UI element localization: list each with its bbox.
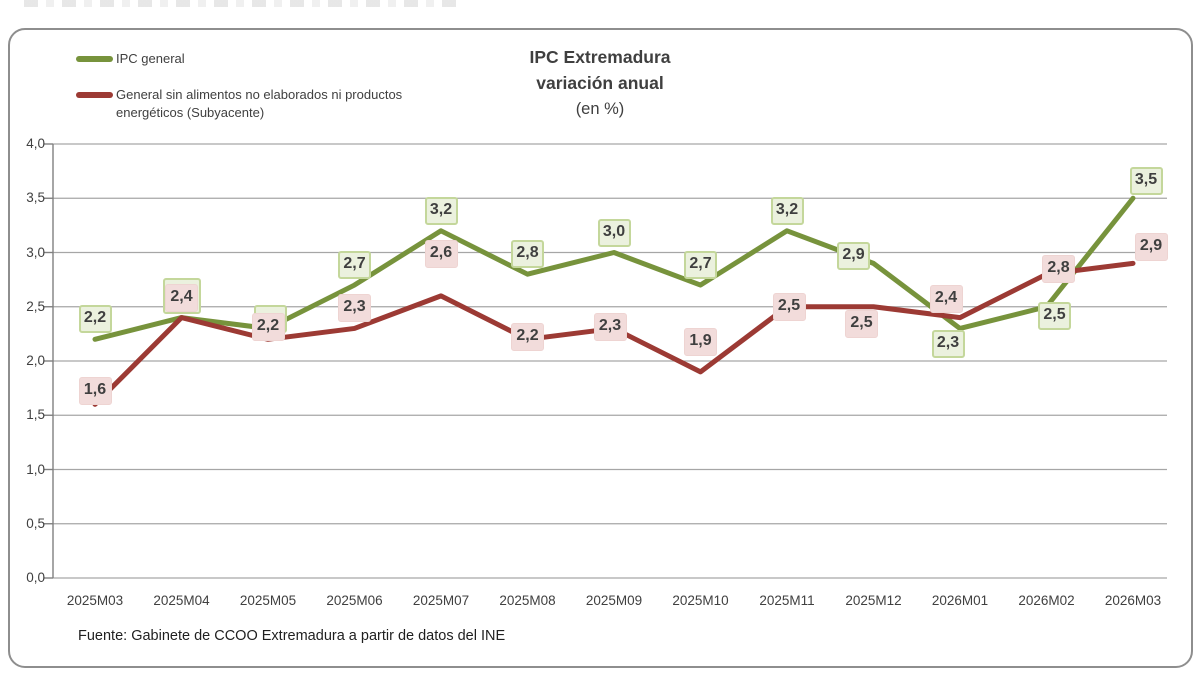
legend-label-subyacente: General sin alimentos no elaborados ni p…	[116, 87, 403, 120]
chart-title-line1: IPC Extremadura	[529, 47, 671, 67]
series-line-0	[92, 195, 1136, 342]
source-note: Fuente: Gabinete de CCOO Extremadura a p…	[78, 628, 506, 644]
legend-item-subyacente: General sin alimentos no elaborados ni p…	[76, 86, 458, 122]
legend-label-ipc-general: IPC general	[116, 51, 185, 66]
legend-swatch-red	[76, 92, 113, 98]
cropped-text-artifact	[24, 0, 464, 7]
legend-swatch-green	[76, 56, 113, 62]
legend-item-ipc-general: IPC general	[76, 50, 185, 68]
chart-title-line2: variación anual	[536, 73, 664, 93]
chart-frame	[8, 28, 1193, 668]
chart-title-line3: (en %)	[575, 100, 625, 118]
chart-title: IPC Extremadura variación anual (en %)	[400, 44, 800, 122]
series-line-1	[92, 260, 1136, 407]
